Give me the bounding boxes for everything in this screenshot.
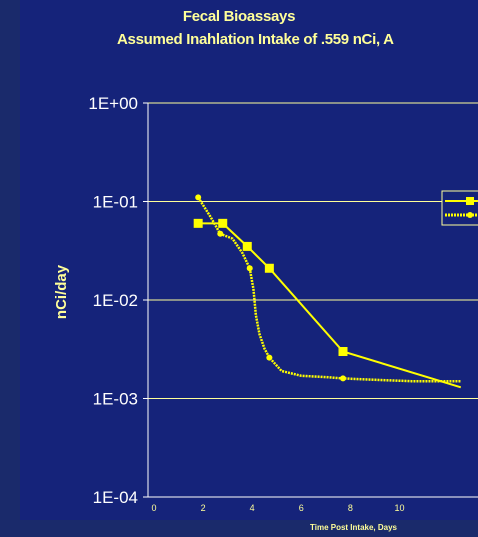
y-tick-label: 1E-02 <box>93 291 138 310</box>
data-point-circle <box>246 265 253 272</box>
chart-subtitle: Assumed Inahlation Intake of .559 nCi, A <box>117 31 394 48</box>
data-point-square <box>264 263 274 273</box>
x-tick-labels: 0 2 4 6 8 10 <box>151 503 404 513</box>
data-point-circle <box>266 354 273 361</box>
legend-marker-circle <box>467 212 473 218</box>
legend-marker-square <box>466 197 474 205</box>
data-point-circle <box>217 230 224 237</box>
x-tick-label: 4 <box>250 503 255 513</box>
data-point-circle <box>340 375 346 382</box>
y-axis-label: nCi/day <box>53 264 70 319</box>
legend <box>441 190 478 226</box>
series-group <box>193 194 462 389</box>
series-line <box>197 196 461 383</box>
data-point-square <box>242 241 252 251</box>
legend-box <box>441 190 478 226</box>
x-tick-label: 6 <box>299 503 304 513</box>
y-tick-label: 1E-04 <box>93 488 138 507</box>
y-tick-label: 1E-01 <box>93 193 138 212</box>
data-point-square <box>218 218 228 228</box>
y-tick-label: 1E+00 <box>88 94 138 113</box>
x-tick-label: 10 <box>394 503 404 513</box>
axes <box>143 102 478 498</box>
x-tick-label: 2 <box>201 503 206 513</box>
data-point-circle <box>195 194 202 201</box>
x-tick-label: 8 <box>348 503 353 513</box>
chart-title: Fecal Bioassays <box>182 8 296 25</box>
slide-background <box>20 0 478 520</box>
data-point-square <box>338 347 348 357</box>
y-tick-labels: 1E+00 1E-01 1E-02 1E-03 1E-04 <box>88 94 138 507</box>
data-point-square <box>193 218 203 228</box>
x-axis-label: Time Post Intake, Days <box>310 523 398 532</box>
grid-lines <box>148 102 478 498</box>
y-tick-label: 1E-03 <box>93 390 138 409</box>
x-tick-label: 0 <box>151 503 156 513</box>
